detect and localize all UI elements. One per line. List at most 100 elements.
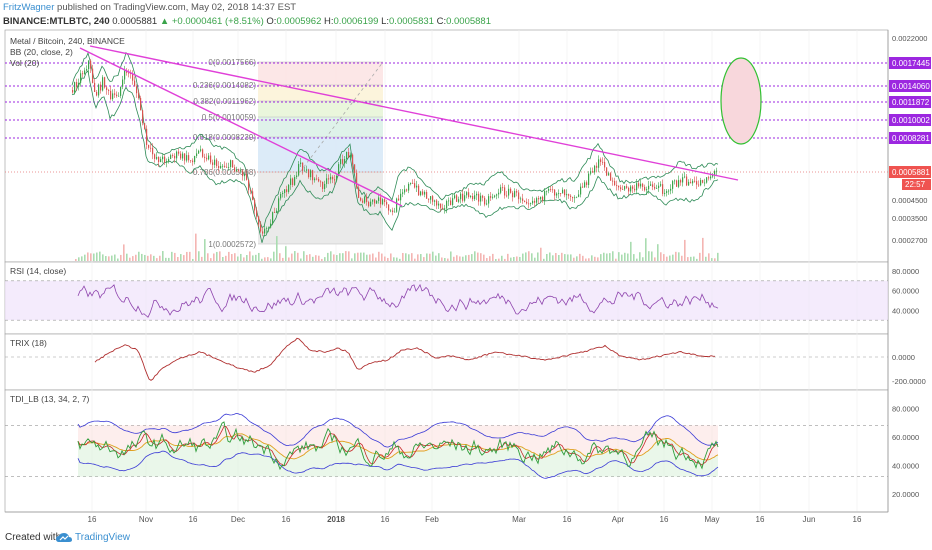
candle-body	[352, 154, 354, 165]
volume-bar	[174, 252, 176, 261]
candle-body	[366, 196, 368, 203]
candle-body	[106, 87, 108, 90]
candle-body	[204, 156, 206, 158]
candle-body	[540, 196, 542, 200]
up-arrow-icon: ▲	[159, 16, 170, 27]
low-value: 0.0005831	[389, 16, 434, 27]
candle-body	[380, 197, 382, 205]
volume-bar	[516, 256, 518, 261]
candle-body	[584, 182, 586, 188]
candle-body	[432, 196, 434, 202]
volume-bar	[126, 253, 128, 261]
volume-bar	[315, 255, 317, 261]
volume-bar	[657, 244, 659, 261]
time-tick-2: 16	[189, 515, 198, 524]
candle-body	[92, 68, 94, 83]
volume-bar	[267, 257, 269, 261]
rsi-band-fill	[5, 280, 888, 321]
candle-body	[716, 170, 718, 172]
candle-body	[376, 200, 378, 204]
candle-body	[288, 184, 290, 192]
volume-bar	[456, 255, 458, 261]
candle-body	[440, 203, 442, 208]
volume-bar	[483, 254, 485, 261]
candle-body	[610, 173, 612, 181]
candle-body	[640, 183, 642, 187]
candle-body	[246, 173, 248, 180]
volume-bar	[507, 253, 509, 261]
candle-body	[478, 193, 480, 202]
volume-bar	[411, 253, 413, 261]
candle-body	[454, 195, 456, 199]
candle-body	[664, 192, 666, 194]
candle-body	[616, 185, 618, 186]
candle-body	[238, 169, 240, 171]
volume-bar	[372, 253, 374, 261]
candle-body	[580, 186, 582, 195]
candle-body	[600, 159, 602, 162]
candle-body	[254, 199, 256, 211]
candle-body	[460, 193, 462, 200]
candle-body	[400, 193, 402, 201]
volume-bar	[420, 254, 422, 261]
time-tick-3: Dec	[231, 515, 245, 524]
author-link[interactable]: FritzWagner	[3, 2, 55, 13]
volume-bar	[387, 257, 389, 261]
candle-body	[398, 198, 400, 201]
tdi-lower-band	[77, 450, 719, 479]
volume-bar	[306, 254, 308, 261]
candle-body	[712, 174, 714, 177]
candle-body	[422, 191, 424, 195]
candle-body	[256, 210, 258, 217]
candle-body	[682, 177, 684, 183]
candle-body	[602, 161, 604, 163]
volume-bar	[381, 253, 383, 261]
main-legend-1: BB (20, close, 2)	[10, 47, 73, 57]
candle-body	[104, 77, 106, 88]
candle-body	[310, 170, 312, 178]
volume-bar	[405, 253, 407, 261]
trix-y-tick-0: 0.0000	[892, 353, 915, 362]
candle-body	[676, 180, 678, 187]
volume-bar	[402, 252, 404, 261]
volume-bar	[198, 251, 200, 261]
candle-body	[488, 196, 490, 204]
candle-body	[334, 179, 336, 181]
volume-bar	[603, 252, 605, 261]
volume-bar	[204, 239, 206, 261]
candle-body	[628, 187, 630, 192]
candle-body	[638, 183, 640, 187]
candle-body	[150, 147, 152, 149]
volume-bar	[141, 253, 143, 261]
volume-bar	[108, 256, 110, 261]
chart-canvas[interactable]: 0(0.0017566) 0.236(0.0014082) 0.382(0.0011…	[0, 0, 932, 527]
volume-bar	[408, 254, 410, 261]
time-tick-0: 16	[88, 515, 97, 524]
candle-body	[704, 182, 706, 184]
candle-body	[452, 198, 454, 205]
volume-bar	[675, 251, 677, 261]
candle-body	[178, 151, 180, 154]
candle-body	[606, 167, 608, 176]
created-with-text: Created with	[5, 532, 62, 543]
volume-bar	[633, 254, 635, 261]
candle-body	[174, 155, 176, 159]
candle-body	[160, 159, 162, 163]
candle-body	[414, 183, 416, 188]
candle-body	[546, 190, 548, 192]
candle-body	[358, 187, 360, 198]
candle-body	[532, 200, 534, 204]
candle-body	[338, 164, 340, 176]
candle-body	[568, 194, 570, 196]
volume-bar	[114, 254, 116, 261]
candle-body	[172, 155, 174, 156]
volume-bar	[282, 257, 284, 261]
main-y-tick-3: 0.0002700	[892, 236, 927, 245]
tradingview-brand[interactable]: TradingView	[75, 532, 131, 543]
candle-body	[622, 189, 624, 190]
countdown-text: 22:57	[905, 180, 926, 189]
candle-body	[340, 159, 342, 165]
candle-body	[384, 199, 386, 203]
candle-body	[592, 171, 594, 173]
volume-bar	[165, 257, 167, 261]
